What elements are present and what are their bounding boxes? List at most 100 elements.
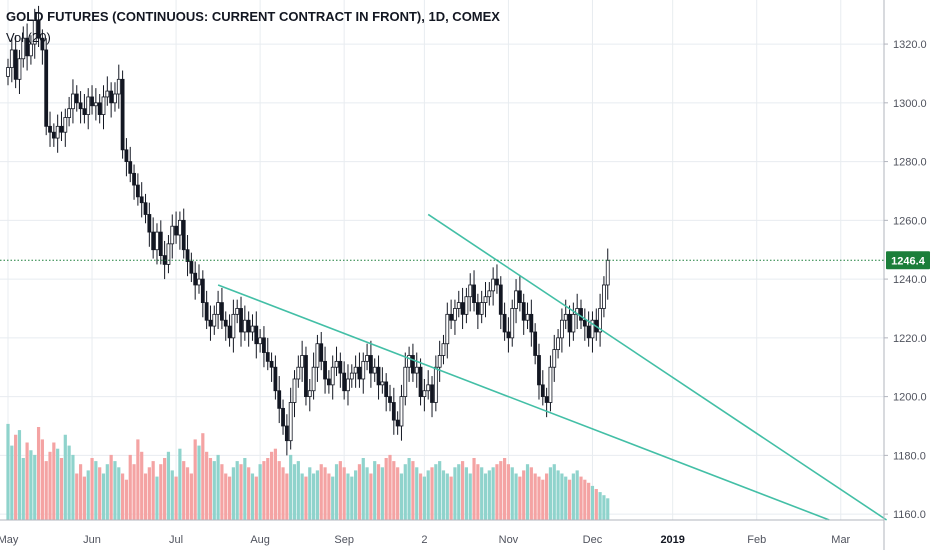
candle-body — [602, 284, 606, 309]
candle-body — [537, 355, 541, 386]
volume-bar — [380, 467, 384, 520]
candle-body — [292, 378, 297, 403]
volume-bar — [537, 476, 541, 520]
volume-bar — [235, 461, 239, 520]
volume-bar — [155, 476, 159, 520]
time-tick-label: Aug — [250, 534, 270, 546]
candle-body — [25, 37, 30, 57]
candle-body — [82, 108, 87, 115]
candle-body — [365, 355, 369, 362]
volume-bar — [78, 464, 83, 520]
price-axis[interactable]: 1246.4 1160.0 1180.0 1200.0 1220.0 1240.0 1260… — [883, 0, 930, 550]
price-tick-label: 1220.0 — [893, 333, 927, 345]
volume-bar — [464, 467, 468, 520]
volume-bar — [602, 495, 606, 520]
time-axis[interactable]: May Jun Jul Aug Sep 2 Nov Dec 2019 Feb Mar — [0, 519, 884, 546]
candle-body — [349, 372, 354, 380]
candle-body — [124, 149, 129, 162]
volume-bar — [529, 467, 533, 520]
volume-bar — [220, 464, 224, 520]
candle-body — [456, 302, 461, 309]
volume-bar — [510, 467, 514, 520]
volume-bar — [483, 473, 488, 520]
volume-bar — [71, 454, 75, 520]
candle-body — [74, 93, 79, 104]
volume-bar — [468, 473, 472, 520]
candle-body — [563, 313, 568, 321]
volume-bar — [342, 467, 346, 520]
candle-body — [426, 384, 431, 392]
candle-body — [105, 90, 110, 98]
trendlines[interactable] — [217, 213, 888, 521]
candle-body — [32, 20, 37, 45]
candle-body — [502, 313, 507, 333]
candle-body — [407, 355, 412, 368]
candle-body — [525, 313, 530, 321]
volume-bar — [292, 464, 297, 520]
candle-body — [155, 231, 159, 251]
candle-body — [468, 284, 473, 298]
candle-body — [128, 161, 133, 174]
candle-body — [101, 96, 106, 115]
candle-body — [430, 384, 434, 403]
volume-bar — [159, 464, 163, 520]
candle-body — [269, 360, 274, 368]
candle-body — [418, 366, 423, 398]
volume-bar — [250, 473, 255, 520]
volume-bar — [75, 473, 79, 520]
time-tick-label: Nov — [499, 534, 519, 546]
candle-body — [521, 302, 526, 321]
candle-body — [437, 355, 442, 368]
volume-bar — [224, 473, 228, 520]
candle-body — [399, 396, 404, 427]
candle-body — [296, 366, 301, 380]
price-tick-label: 1300.0 — [893, 98, 927, 110]
volume-bar — [506, 464, 511, 520]
candle-body — [223, 319, 228, 327]
candle-body — [231, 313, 236, 339]
candle-body — [174, 225, 178, 236]
candle-body — [59, 125, 64, 133]
volume-bar — [552, 464, 556, 520]
volume-indicator-label[interactable]: Vol (20) — [6, 30, 51, 45]
volume-bar — [231, 467, 235, 520]
volume-bar — [10, 445, 14, 520]
candle-body — [36, 20, 41, 39]
candle-body — [21, 37, 26, 60]
time-tick-label: 2019 — [660, 534, 684, 546]
volume-bar — [598, 492, 602, 520]
candle-body — [460, 302, 465, 315]
candle-body — [464, 296, 469, 315]
candle-body — [605, 259, 610, 286]
candle-body — [422, 390, 427, 398]
candle-body — [380, 381, 385, 386]
candle-body — [315, 343, 320, 368]
candle-body — [556, 337, 560, 351]
volume-bar — [258, 464, 262, 520]
candle-body — [433, 366, 438, 403]
volume-bar — [487, 470, 491, 520]
candle-body — [197, 278, 201, 286]
candle-body — [239, 308, 243, 333]
candle-body — [579, 308, 583, 321]
candle-body — [86, 96, 91, 115]
candle-body — [540, 384, 545, 398]
candle-body — [113, 93, 117, 104]
candle-body — [220, 302, 224, 321]
candle-body — [330, 366, 335, 386]
volume-bar — [350, 476, 354, 520]
volume-bar — [545, 473, 549, 520]
last-price-tag — [886, 251, 930, 270]
volume-bar — [411, 461, 415, 520]
candle-body — [307, 390, 312, 398]
candle-body — [51, 131, 56, 139]
volume-bar — [361, 458, 365, 520]
candle-body — [48, 125, 52, 133]
candle-body — [544, 396, 549, 403]
volume-bar — [373, 461, 377, 520]
candle-body — [483, 296, 488, 303]
volume-bar — [319, 464, 323, 520]
volume-bar — [216, 454, 220, 520]
